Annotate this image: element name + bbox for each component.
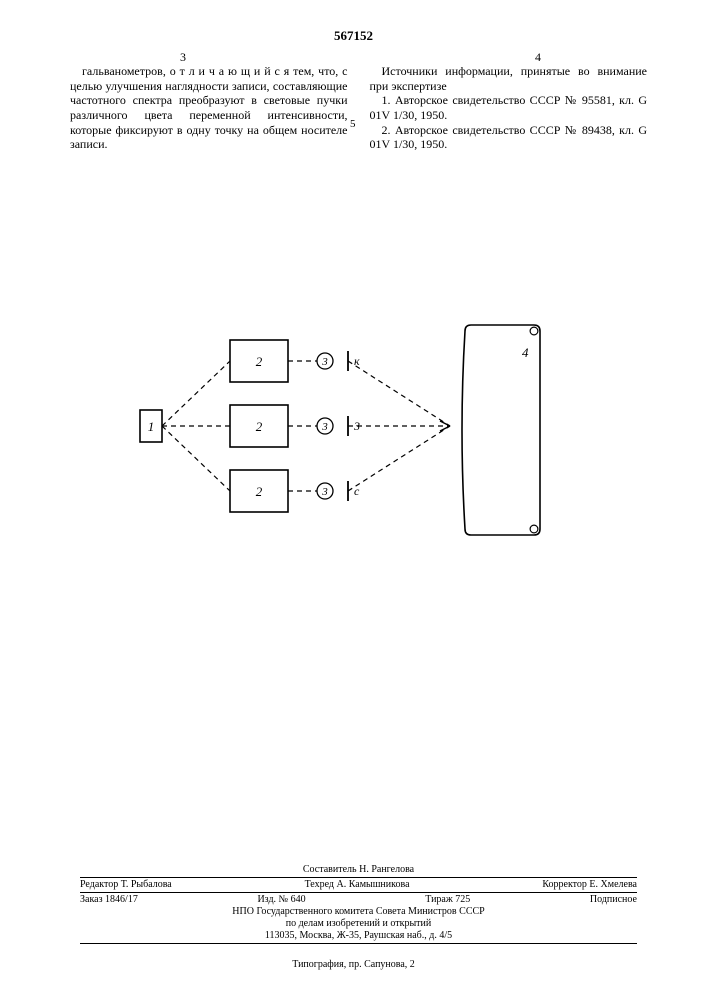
footer-rule-1	[80, 877, 637, 878]
footer-tirazh: Тираж 725	[425, 894, 470, 905]
footer-compiler: Составитель Н. Рангелова	[80, 864, 637, 875]
svg-text:2: 2	[256, 484, 263, 499]
right-col-item1: 1. Авторское свидетельство СССР № 95581,…	[370, 93, 648, 122]
footer-row-order: Заказ 1846/17 Изд. № 640 Тираж 725 Подпи…	[80, 894, 637, 905]
right-col-heading: Источники информации, принятые во вниман…	[370, 64, 648, 93]
footer-addr: 113035, Москва, Ж-35, Раушская наб., д. …	[80, 930, 637, 941]
right-column: Источники информации, принятые во вниман…	[370, 64, 648, 152]
footer-rule-3	[80, 943, 637, 944]
footer-org1: НПО Государственного комитета Совета Мин…	[80, 906, 637, 917]
footer-corrector: Корректор Е. Хмелева	[542, 879, 637, 890]
footer-izd: Изд. № 640	[257, 894, 305, 905]
footer-row-credits: Редактор Т. Рыбалова Техред А. Камышнико…	[80, 879, 637, 890]
right-col-item2: 2. Авторское свидетельство СССР № 89438,…	[370, 123, 648, 152]
footer-techred: Техред А. Камышникова	[305, 879, 410, 890]
diagram-svg: 1222333к3с4	[130, 300, 580, 560]
svg-text:2: 2	[256, 419, 263, 434]
footer-typography: Типография, пр. Сапунова, 2	[0, 959, 707, 970]
footer-order: Заказ 1846/17	[80, 894, 138, 905]
diagram: 1222333к3с4	[130, 300, 580, 560]
left-col-p1: гальванометров, о т л и ч а ю щ и й с я …	[70, 64, 348, 152]
svg-text:4: 4	[522, 345, 529, 360]
left-column: гальванометров, о т л и ч а ю щ и й с я …	[70, 64, 348, 152]
svg-text:3: 3	[321, 486, 328, 498]
svg-text:2: 2	[256, 354, 263, 369]
svg-text:1: 1	[148, 419, 155, 434]
footer: Составитель Н. Рангелова Редактор Т. Рыб…	[80, 863, 637, 945]
text-columns: гальванометров, о т л и ч а ю щ и й с я …	[70, 64, 647, 152]
svg-text:с: с	[354, 484, 360, 498]
document-number: 567152	[0, 28, 707, 44]
page: 567152 3 4 5 гальванометров, о т л и ч а…	[0, 0, 707, 1000]
footer-rule-2	[80, 892, 637, 893]
colnum-left: 3	[180, 50, 186, 65]
footer-sub: Подписное	[590, 894, 637, 905]
footer-org2: по делам изобретений и открытий	[80, 918, 637, 929]
svg-text:к: к	[354, 354, 360, 368]
footer-editor: Редактор Т. Рыбалова	[80, 879, 172, 890]
colnum-right: 4	[535, 50, 541, 65]
svg-text:3: 3	[321, 356, 328, 368]
svg-text:3: 3	[321, 421, 328, 433]
